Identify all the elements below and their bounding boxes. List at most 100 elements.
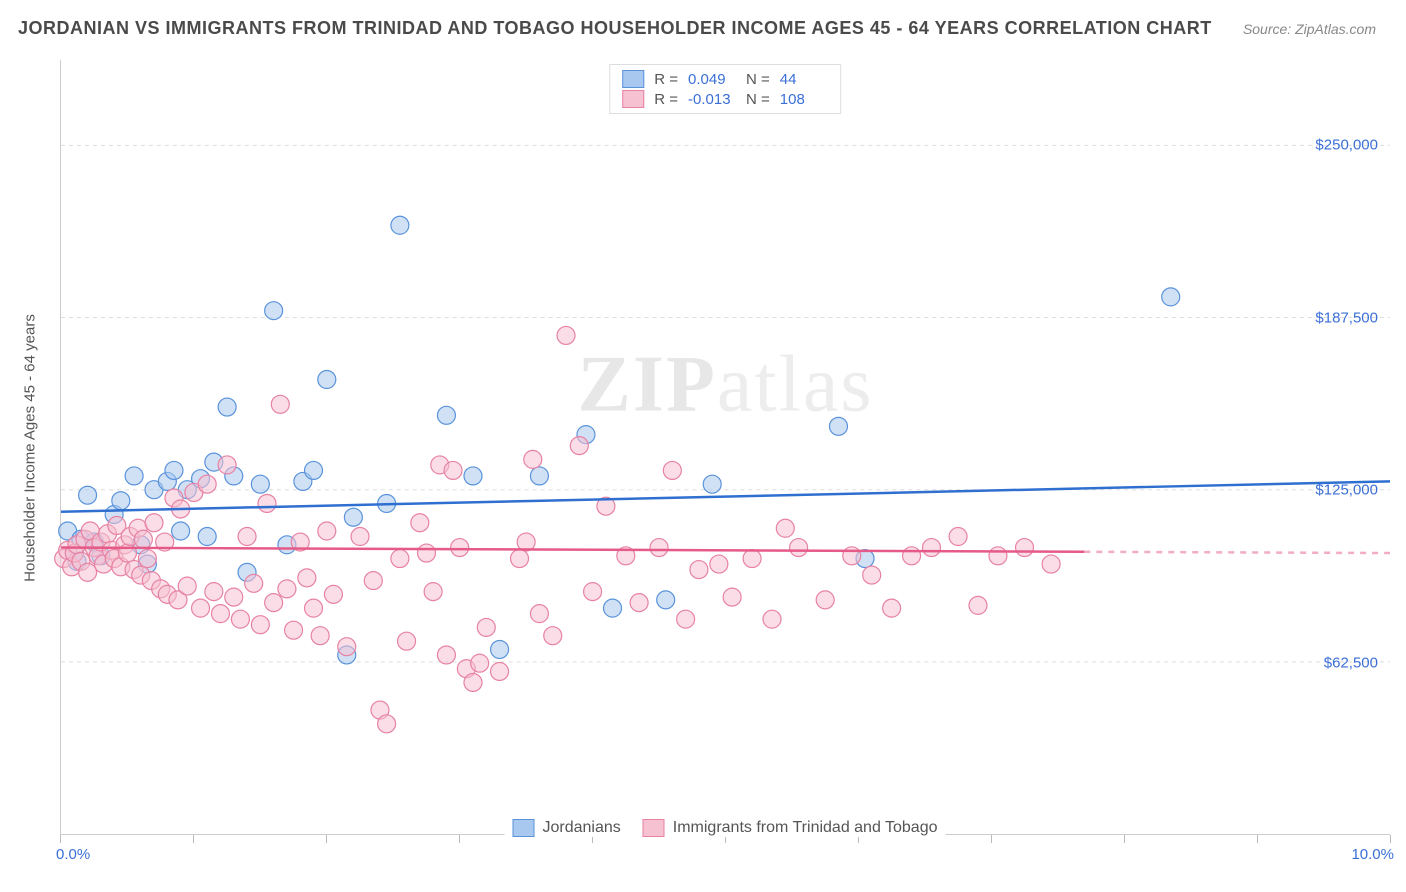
data-point [464,674,482,692]
chart-header: JORDANIAN VS IMMIGRANTS FROM TRINIDAD AN… [0,0,1406,49]
data-point [198,528,216,546]
legend-swatch-1 [622,90,644,108]
data-point [364,572,382,590]
x-tick [991,835,992,843]
x-axis-max-label: 10.0% [1351,846,1394,863]
legend-series-1: Immigrants from Trinidad and Tobago [643,819,938,837]
x-tick [1257,835,1258,843]
data-point [776,519,794,537]
data-point [424,583,442,601]
data-point [451,539,469,557]
data-point [511,550,529,568]
data-point [278,580,296,598]
legend-series-0: Jordanians [512,819,620,837]
y-tick-label: $62,500 [1324,654,1378,671]
legend-r-label: R = [654,91,678,108]
data-point [211,605,229,623]
trend-line-extrapolated [1084,552,1390,553]
data-point [743,550,761,568]
data-point [172,522,190,540]
data-point [145,514,163,532]
legend-n-0: 44 [780,71,828,88]
legend-swatch-1b [643,819,665,837]
data-point [245,574,263,592]
data-point [265,302,283,320]
data-point [477,618,495,636]
plot-region: ZIPatlas [60,60,1390,835]
data-point [524,450,542,468]
legend-r-label: R = [654,71,678,88]
data-point [471,654,489,672]
y-tick-label: $187,500 [1315,309,1378,326]
data-point [923,539,941,557]
data-point [530,467,548,485]
data-point [338,638,356,656]
data-point [437,646,455,664]
data-point [530,605,548,623]
x-tick [1124,835,1125,843]
data-point [444,461,462,479]
data-point [829,417,847,435]
data-point [378,715,396,733]
data-point [570,437,588,455]
legend-n-label: N = [746,71,770,88]
data-point [584,583,602,601]
x-tick [60,835,61,843]
data-point [557,326,575,344]
data-point [318,371,336,389]
data-point [298,569,316,587]
x-tick [1390,835,1391,843]
data-point [231,610,249,628]
data-point [391,550,409,568]
data-point [225,588,243,606]
data-point [318,522,336,540]
data-point [258,494,276,512]
data-point [843,547,861,565]
data-point [790,539,808,557]
data-point [883,599,901,617]
x-axis-min-label: 0.0% [56,846,90,863]
legend-series-label-0: Jordanians [542,819,620,837]
data-point [710,555,728,573]
data-point [391,216,409,234]
legend-series: Jordanians Immigrants from Trinidad and … [504,819,945,837]
data-point [863,566,881,584]
chart-title: JORDANIAN VS IMMIGRANTS FROM TRINIDAD AN… [18,18,1212,39]
legend-row-0: R = 0.049 N = 44 [622,69,828,89]
data-point [723,588,741,606]
data-point [703,475,721,493]
data-point [398,632,416,650]
data-point [763,610,781,628]
data-point [604,599,622,617]
data-point [79,563,97,581]
legend-swatch-0b [512,819,534,837]
data-point [178,577,196,595]
data-point [138,550,156,568]
legend-correlation: R = 0.049 N = 44 R = -0.013 N = 108 [609,64,841,114]
data-point [238,528,256,546]
legend-r-1: -0.013 [688,91,736,108]
data-point [192,599,210,617]
data-point [969,596,987,614]
data-point [677,610,695,628]
legend-series-label-1: Immigrants from Trinidad and Tobago [673,819,938,837]
data-point [949,528,967,546]
data-point [464,467,482,485]
data-point [417,544,435,562]
data-point [650,539,668,557]
data-point [1016,539,1034,557]
data-point [251,616,269,634]
y-tick-label: $125,000 [1315,482,1378,499]
y-axis-title: Householder Income Ages 45 - 64 years [22,314,39,582]
x-tick [193,835,194,843]
data-point [1042,555,1060,573]
data-point [816,591,834,609]
data-point [271,395,289,413]
chart-source: Source: ZipAtlas.com [1243,21,1376,37]
data-point [218,398,236,416]
legend-swatch-0 [622,70,644,88]
data-point [663,461,681,479]
data-point [251,475,269,493]
data-point [305,599,323,617]
data-point [491,662,509,680]
